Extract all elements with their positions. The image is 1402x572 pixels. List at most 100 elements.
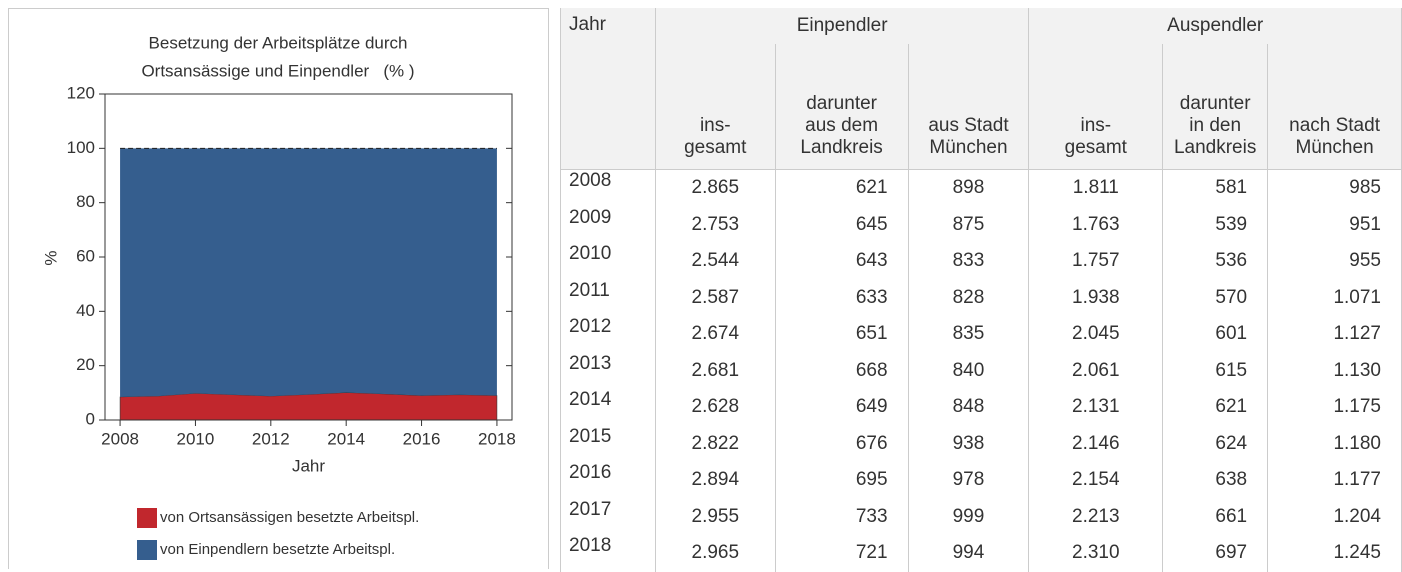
- chart-panel: [8, 8, 549, 569]
- column-header: darunter in den Landkreis: [1162, 44, 1269, 170]
- y-tick-label: 100: [67, 138, 95, 157]
- cell: 2009: [560, 206, 656, 243]
- y-tick-label: 120: [67, 83, 95, 102]
- cell: 2.628: [654, 389, 776, 426]
- data-row: 2011 2.587 633 828 1.938 570 1.071: [560, 279, 1402, 316]
- header-row: Jahr Einpendler Auspendler: [560, 8, 1402, 170]
- cell: 615: [1162, 352, 1269, 389]
- y-tick-label: 80: [76, 192, 95, 211]
- cell: 1.938: [1028, 279, 1164, 316]
- cell: 2008: [560, 169, 656, 207]
- column-header: nach Stadt München: [1267, 44, 1402, 170]
- cell: 638: [1162, 462, 1269, 499]
- header-line: aus dem: [805, 115, 879, 136]
- y-axis-label: %: [41, 250, 60, 265]
- cell: 2.681: [654, 352, 776, 389]
- cell: 994: [907, 535, 1030, 572]
- data-row: 2015 2.822 676 938 2.146 624 1.180: [560, 425, 1402, 462]
- legend-swatch: [137, 540, 157, 560]
- header-line: gesamt: [1064, 137, 1127, 158]
- cell: 2.544: [654, 243, 776, 280]
- data-row: 2012 2.674 651 835 2.045 601 1.127: [560, 316, 1402, 353]
- cell: 2.822: [654, 425, 776, 462]
- cell: 2.965: [654, 535, 776, 572]
- data-table: Jahr Einpendler Auspendler ins-gesamt darunt…: [560, 8, 1402, 572]
- cell: 2.213: [1028, 498, 1164, 535]
- cell: 2.131: [1028, 389, 1164, 426]
- cell: 2014: [560, 389, 656, 426]
- cell: 2.753: [654, 206, 776, 243]
- y-tick-label: 0: [86, 409, 95, 428]
- data-row: 2009 2.753 645 875 1.763 539 951: [560, 206, 1402, 243]
- header-line: ins-: [1080, 115, 1112, 136]
- cell: 1.245: [1267, 535, 1402, 572]
- cell: 1.071: [1267, 279, 1402, 316]
- cell: 1.757: [1028, 243, 1164, 280]
- header-line: München: [1295, 137, 1374, 158]
- legend-label: von Ortsansässigen besetzte Arbeitspl.: [160, 509, 419, 526]
- cell: 840: [907, 352, 1030, 389]
- cell: 985: [1267, 169, 1402, 207]
- cell: 2.674: [654, 316, 776, 353]
- cell: 2.061: [1028, 352, 1164, 389]
- header-line: Landkreis: [800, 137, 883, 158]
- cell: 661: [1162, 498, 1269, 535]
- cell: 875: [907, 206, 1030, 243]
- cell: 835: [907, 316, 1030, 353]
- cell: 695: [774, 462, 909, 499]
- group-header: Auspendler: [1028, 8, 1402, 44]
- cell: 2016: [560, 462, 656, 499]
- header-line: nach Stadt: [1289, 115, 1380, 136]
- data-row: 2010 2.544 643 833 1.757 536 955: [560, 243, 1402, 280]
- cell: 1.811: [1028, 169, 1164, 207]
- cell: 621: [774, 169, 909, 207]
- cell: 2.146: [1028, 425, 1164, 462]
- cell: 828: [907, 279, 1030, 316]
- cell: 2017: [560, 498, 656, 535]
- cell: 2.154: [1028, 462, 1164, 499]
- cell: 649: [774, 389, 909, 426]
- cell: 2.045: [1028, 316, 1164, 353]
- cell: 668: [774, 352, 909, 389]
- data-row: 2008 2.865 621 898 1.811 581 985: [560, 169, 1402, 207]
- chart: Besetzung der Arbeitsplätze durch Ortsans…: [8, 8, 549, 569]
- cell: 2015: [560, 425, 656, 462]
- cell: 733: [774, 498, 909, 535]
- cell: 581: [1162, 169, 1269, 207]
- header-line: darunter: [1179, 93, 1251, 114]
- cell: 978: [907, 462, 1030, 499]
- cell: 676: [774, 425, 909, 462]
- legend-swatch: [137, 508, 157, 528]
- cell: 539: [1162, 206, 1269, 243]
- cell: 621: [1162, 389, 1269, 426]
- cell: 1.130: [1267, 352, 1402, 389]
- column-header: ins-gesamt: [1028, 44, 1164, 170]
- group-header: Einpendler: [654, 8, 1030, 44]
- header-line: gesamt: [684, 137, 747, 158]
- cell: 848: [907, 389, 1030, 426]
- header-line: in den: [1189, 115, 1242, 136]
- data-row: 2013 2.681 668 840 2.061 615 1.130: [560, 352, 1402, 389]
- x-tick-label: 2014: [327, 429, 365, 448]
- cell: 1.204: [1267, 498, 1402, 535]
- area: [120, 148, 497, 397]
- cell: 951: [1267, 206, 1402, 243]
- cell: 633: [774, 279, 909, 316]
- data-row: 2017 2.955 733 999 2.213 661 1.204: [560, 498, 1402, 535]
- cell: 898: [907, 169, 1030, 207]
- cell: 601: [1162, 316, 1269, 353]
- cell: 2010: [560, 243, 656, 280]
- column-header: ins-gesamt: [654, 44, 776, 170]
- cell: 2012: [560, 316, 656, 353]
- header-line: ins-: [699, 115, 731, 136]
- cell: 1.180: [1267, 425, 1402, 462]
- cell: 2.310: [1028, 535, 1164, 572]
- cell: 697: [1162, 535, 1269, 572]
- chart-title: Besetzung der Arbeitsplätze durch: [149, 33, 408, 52]
- cell: 2.894: [654, 462, 776, 499]
- data-row: 2018 2.965 721 994 2.310 697 1.245: [560, 535, 1402, 572]
- column-header: aus Stadt München: [907, 44, 1030, 170]
- header-line: Landkreis: [1173, 137, 1257, 158]
- x-tick-label: 2016: [403, 429, 441, 448]
- y-tick-label: 20: [76, 355, 95, 374]
